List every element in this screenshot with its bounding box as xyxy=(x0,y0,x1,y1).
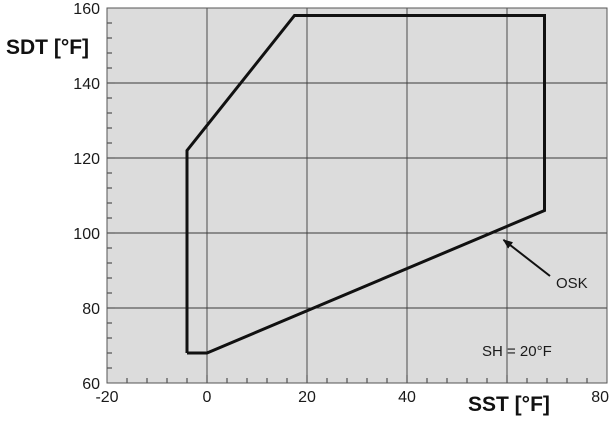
x-tick-label: 20 xyxy=(298,389,316,406)
y-tick-label: 80 xyxy=(82,301,100,318)
x-tick-label: -20 xyxy=(95,389,118,406)
osk-label: OSK xyxy=(556,275,588,292)
sh-note: SH = 20°F xyxy=(482,343,552,360)
minor-ticks xyxy=(106,7,608,384)
y-tick-label: 140 xyxy=(73,76,100,93)
x-tick-label: 40 xyxy=(398,389,416,406)
plot-area xyxy=(107,8,607,383)
envelope-line xyxy=(185,14,546,355)
y-tick-label: 120 xyxy=(73,151,100,168)
x-tick-labels: -20 0 20 40 80 xyxy=(95,389,609,406)
y-tick-labels: 60 80 100 120 140 160 xyxy=(73,1,100,393)
x-tick-label: 0 xyxy=(203,389,212,406)
x-tick-label: 80 xyxy=(591,389,609,406)
y-tick-label: 160 xyxy=(73,1,100,18)
x-axis-title: SST [°F] xyxy=(468,393,550,416)
grid-lines xyxy=(107,8,607,383)
y-tick-label: 60 xyxy=(82,376,100,393)
osk-arrow xyxy=(502,239,551,277)
series-layer xyxy=(185,14,546,355)
plot-frame xyxy=(106,7,608,384)
y-tick-label: 100 xyxy=(73,226,100,243)
annotation-layer: OSK SH = 20°F xyxy=(482,239,588,360)
y-axis-title: SDT [°F] xyxy=(6,36,89,59)
